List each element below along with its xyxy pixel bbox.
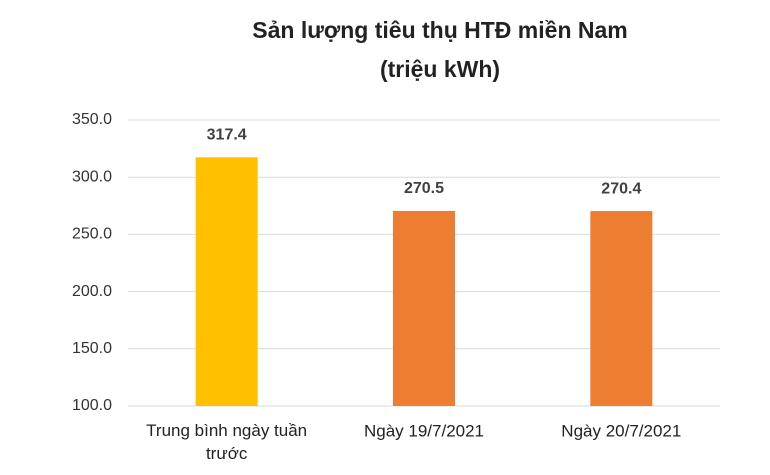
y-tick-label: 100.0 [72,397,112,414]
value-label: 270.4 [601,180,641,197]
chart-title: Sản lượng tiêu thụ HTĐ miền Nam [252,17,627,43]
bar [393,210,455,406]
x-tick-label: Ngày 19/7/2021 [364,421,484,440]
bar [195,157,258,406]
y-tick-label: 350.0 [72,111,112,128]
value-label: 270.5 [404,180,444,197]
chart-subtitle: (triệu kWh) [380,56,500,82]
bar [590,211,653,406]
y-tick-label: 200.0 [72,283,112,300]
y-tick-label: 300.0 [72,168,112,185]
value-label: 317.4 [207,127,247,144]
x-tick-label: Trung bình ngày tuần trước [146,421,307,463]
y-tick-label: 150.0 [72,340,112,357]
x-tick-label: Ngày 20/7/2021 [561,421,681,440]
y-tick-label: 250.0 [72,226,112,243]
